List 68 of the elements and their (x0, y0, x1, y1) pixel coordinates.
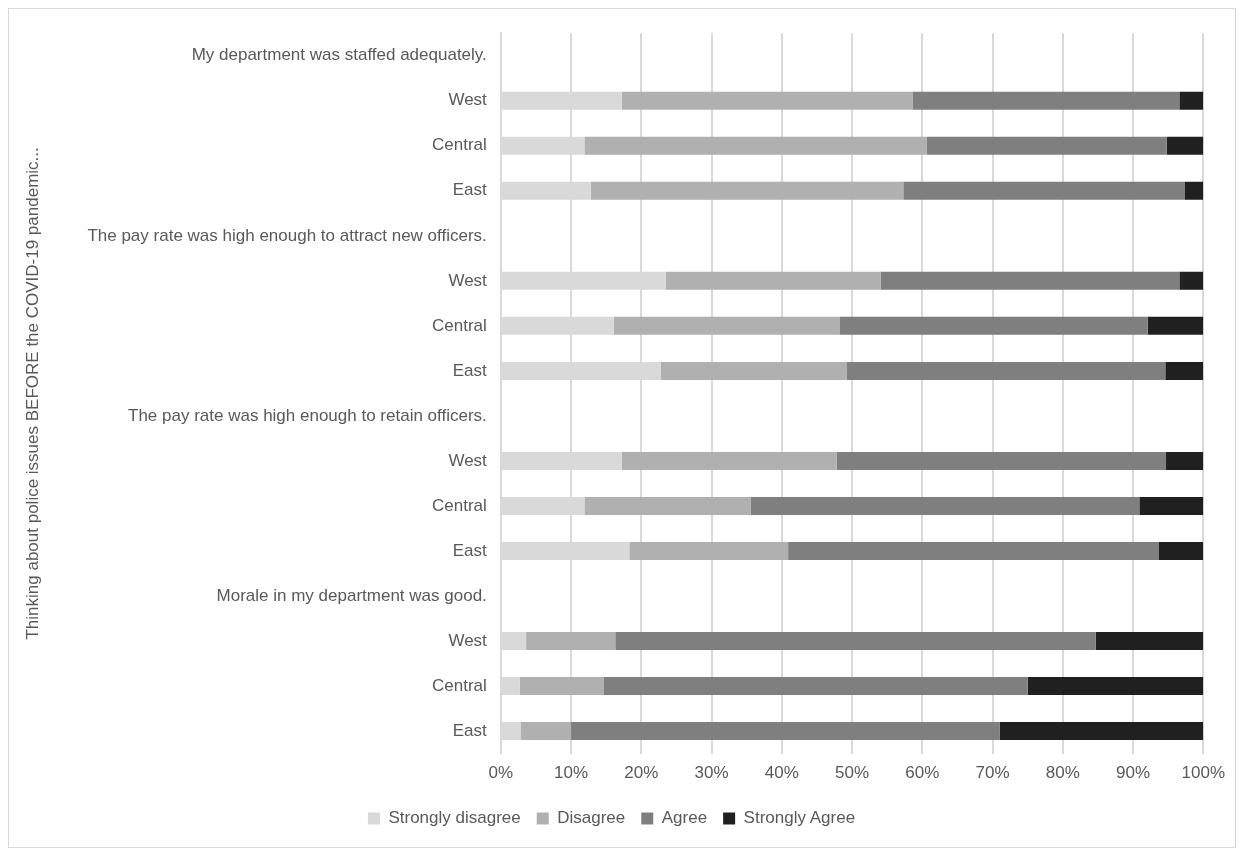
x-tick-label: 100% (1181, 763, 1225, 783)
bar (1139, 496, 1204, 515)
bar (520, 722, 572, 741)
x-tick-label: 70% (975, 763, 1010, 783)
legend-label: Agree (661, 808, 708, 828)
x-tick-label: 60% (905, 763, 940, 783)
legend-label: Strongly Agree (743, 808, 856, 828)
y-tick-label: Central (432, 135, 487, 155)
bar (584, 136, 927, 155)
x-tick-label: 80% (1045, 763, 1080, 783)
x-tick-label: 10% (554, 763, 589, 783)
bar (846, 361, 1166, 380)
y-tick-label: East (452, 720, 488, 740)
y-axis-title: Thinking about police issues BEFORE the COVID-19 pandemic... (22, 147, 42, 640)
bar (903, 181, 1185, 200)
bar (526, 632, 616, 651)
bar (590, 181, 904, 200)
bar (621, 451, 837, 470)
legend-label: Strongly disagree (388, 808, 521, 828)
bar (880, 271, 1180, 290)
y-tick-label: West (448, 270, 488, 290)
y-tick-label: West (448, 450, 488, 470)
bar (788, 541, 1160, 560)
y-tick-label: Central (432, 315, 487, 335)
y-tick-label: East (452, 180, 488, 200)
y-tick-label: East (452, 540, 488, 560)
bar (1179, 91, 1204, 110)
bar (912, 91, 1180, 110)
y-tick-label: Central (432, 495, 487, 515)
bar (839, 316, 1148, 335)
y-tick-label: The pay rate was high enough to retain officers. (128, 405, 487, 425)
bar (1185, 181, 1204, 200)
bar (926, 136, 1167, 155)
bar (660, 361, 847, 380)
bar (665, 271, 881, 290)
x-tick-label: 20% (624, 763, 659, 783)
bar (1027, 677, 1204, 696)
y-tick-label: East (452, 360, 488, 380)
y-tick-label: Morale in my department was good. (216, 585, 487, 605)
bar (1159, 541, 1204, 560)
bar (1179, 271, 1204, 290)
bar (571, 722, 1000, 741)
y-tick-label: The pay rate was high enough to attract new officers. (87, 225, 487, 245)
x-tick-label: 0% (488, 763, 514, 783)
bar (1165, 361, 1204, 380)
bar (584, 496, 751, 515)
bar (750, 496, 1140, 515)
x-tick-label: 50% (835, 763, 870, 783)
bar (629, 541, 789, 560)
y-tick-label: West (448, 630, 488, 650)
y-tick-label: Central (432, 675, 487, 695)
bar (1095, 632, 1204, 651)
x-tick-label: 40% (764, 763, 799, 783)
bar (1166, 451, 1204, 470)
bar (613, 316, 840, 335)
bar (836, 451, 1167, 470)
bar (615, 632, 1096, 651)
y-tick-label: My department was staffed adequately. (191, 45, 487, 65)
x-tick-label: 30% (694, 763, 729, 783)
bar (1147, 316, 1204, 335)
y-tick-label: West (448, 90, 488, 110)
bar (603, 677, 1028, 696)
x-tick-label: 90% (1116, 763, 1151, 783)
bar (621, 91, 913, 110)
bar (519, 677, 604, 696)
bar (999, 722, 1204, 741)
bar (1166, 136, 1204, 155)
legend-label: Disagree (557, 808, 626, 828)
